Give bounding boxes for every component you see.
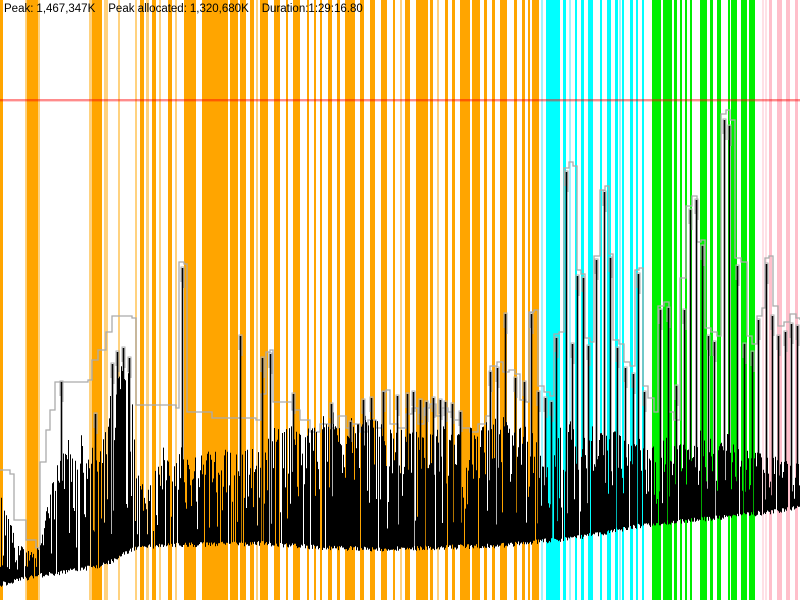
peak-label: Peak: (4, 3, 34, 15)
memory-usage-waveform (0, 118, 800, 587)
peak-value: 1,467,347K (36, 3, 96, 15)
peak-stat: Peak: 1,467,347K (4, 3, 95, 15)
stats-header: Peak: 1,467,347K Peak allocated: 1,320,680K… (4, 2, 376, 18)
peak-allocated-value: 1,320,680K (189, 3, 249, 15)
duration-stat: Duration:1:29:16.80 (262, 3, 363, 15)
peak-threshold-line (0, 99, 800, 102)
peak-allocated-label: Peak allocated: (108, 3, 187, 15)
duration-value: 1:29:16.80 (308, 3, 363, 15)
duration-label: Duration: (261, 3, 309, 15)
allocated-envelope-line (0, 109, 800, 549)
peak-allocated-stat: Peak allocated: 1,320,680K (108, 3, 248, 15)
